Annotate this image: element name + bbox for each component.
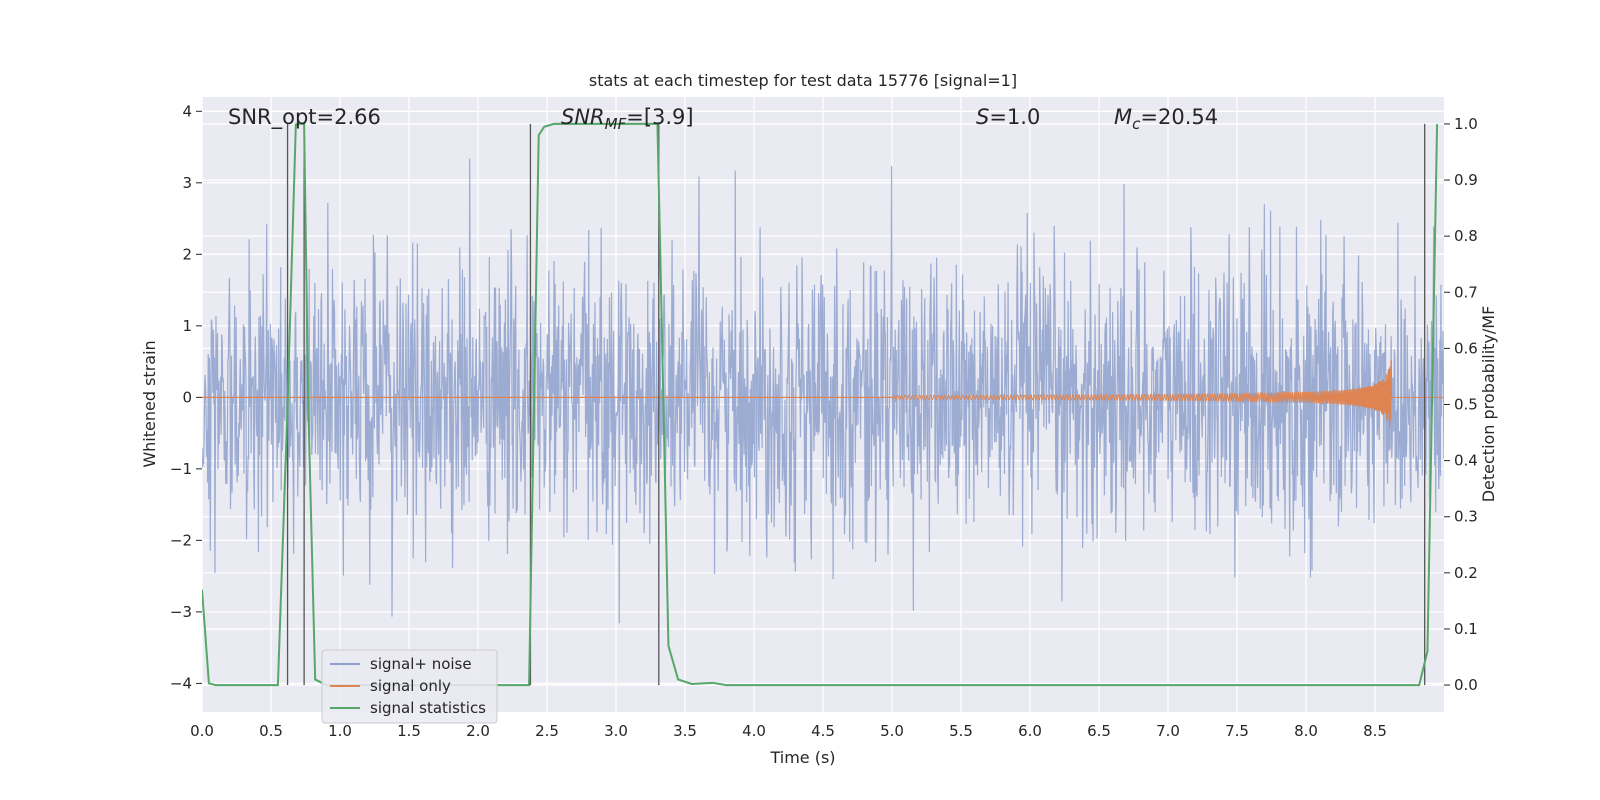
signal-only-chirp [891, 359, 1444, 429]
x-tick-label: 4.0 [742, 722, 766, 740]
annotation-snr-mf: SNRMF=[3.9] [561, 105, 694, 133]
x-axis-ticks: 0.0 0.5 1.0 1.5 2.0 2.5 3.0 3.5 4.0 4.5 5.0 5.5 6.0 6… [190, 722, 1387, 740]
signal-noise-line [202, 158, 1444, 624]
x-tick-label: 3.0 [604, 722, 628, 740]
y-right-tick-label: 0.4 [1454, 452, 1478, 470]
legend-box [321, 649, 498, 724]
x-tick-label: 1.0 [328, 722, 352, 740]
x-tick-label: 3.5 [673, 722, 697, 740]
legend-label-signal-statistics: signal statistics [370, 699, 486, 717]
y-right-tick-label: 0.0 [1454, 676, 1478, 694]
chart-title: stats at each timestep for test data 157… [589, 71, 1017, 90]
s-symbol: S [976, 105, 989, 129]
series-signal-noise [202, 158, 1444, 624]
y-right-tick-label: 0.6 [1454, 339, 1478, 357]
x-tick-label: 8.0 [1294, 722, 1318, 740]
x-tick-label: 1.5 [397, 722, 421, 740]
x-tick-label: 4.5 [811, 722, 835, 740]
y-right-tick-label: 0.3 [1454, 508, 1478, 526]
x-tick-label: 2.5 [535, 722, 559, 740]
x-tick-label: 6.5 [1087, 722, 1111, 740]
y-left-tick-label: −4 [170, 674, 192, 692]
annotation-s: S=1.0 [976, 105, 1040, 129]
mc-value: =20.54 [1140, 105, 1218, 129]
snr-mf-symbol: SNR [561, 105, 605, 129]
annotation-snr-opt: SNR_opt=2.66 [228, 105, 381, 130]
series-signal-only [202, 359, 1444, 429]
y-left-tick-label: −3 [170, 603, 192, 621]
x-tick-label: 7.0 [1156, 722, 1180, 740]
snr-mf-value: =[3.9] [626, 105, 693, 129]
y-left-tick-label: 1 [182, 317, 192, 335]
y-left-tick-label: 0 [182, 388, 192, 406]
x-tick-label: 2.0 [466, 722, 490, 740]
x-tick-label: 0.0 [190, 722, 214, 740]
y-right-tick-label: 0.7 [1454, 283, 1478, 301]
y-left-tick-label: −1 [170, 460, 192, 478]
legend-label-signal-noise: signal+ noise [370, 655, 472, 673]
x-tick-label: 8.5 [1363, 722, 1387, 740]
annotations: SNR_opt=2.66 SNRMF=[3.9] S=1.0 Mc=20.54 [228, 105, 1218, 133]
y-right-axis-label: Detection probability/MF [1479, 306, 1498, 503]
signal-statistics-line [202, 122, 1439, 687]
s-value: =1.0 [989, 105, 1040, 129]
y-left-tick-label: −2 [170, 531, 192, 549]
legend: signal+ noise signal only signal statist… [321, 649, 498, 724]
y-right-tick-label: 1.0 [1454, 115, 1478, 133]
y-left-tick-label: 4 [182, 102, 192, 120]
y-right-tick-label: 0.1 [1454, 620, 1478, 638]
x-axis-label: Time (s) [769, 748, 835, 767]
y-right-tick-label: 0.5 [1454, 396, 1478, 414]
y-right-tick-label: 0.2 [1454, 564, 1478, 582]
x-tick-label: 5.5 [949, 722, 973, 740]
mc-symbol: M [1114, 105, 1132, 129]
y-left-tick-label: 2 [182, 245, 192, 263]
x-tick-label: 6.0 [1018, 722, 1042, 740]
series-signal-statistics [202, 122, 1439, 687]
y-left-axis-ticks: −4 −3 −2 −1 0 1 2 3 4 [170, 102, 202, 692]
x-tick-label: 0.5 [259, 722, 283, 740]
legend-label-signal-only: signal only [370, 677, 451, 695]
y-right-tick-label: 0.9 [1454, 171, 1478, 189]
snr-mf-subscript: MF [605, 115, 627, 133]
annotation-mc: Mc=20.54 [1114, 105, 1218, 133]
x-tick-label: 5.0 [880, 722, 904, 740]
y-left-tick-label: 3 [182, 174, 192, 192]
y-right-axis-ticks: 0.0 0.1 0.2 0.3 0.4 0.5 0.6 0.7 0.8 0.9 1.0 [1444, 115, 1478, 694]
mc-subscript: c [1132, 115, 1141, 133]
y-left-axis-label: Whitened strain [140, 340, 159, 467]
y-right-tick-label: 0.8 [1454, 227, 1478, 245]
x-tick-label: 7.5 [1225, 722, 1249, 740]
